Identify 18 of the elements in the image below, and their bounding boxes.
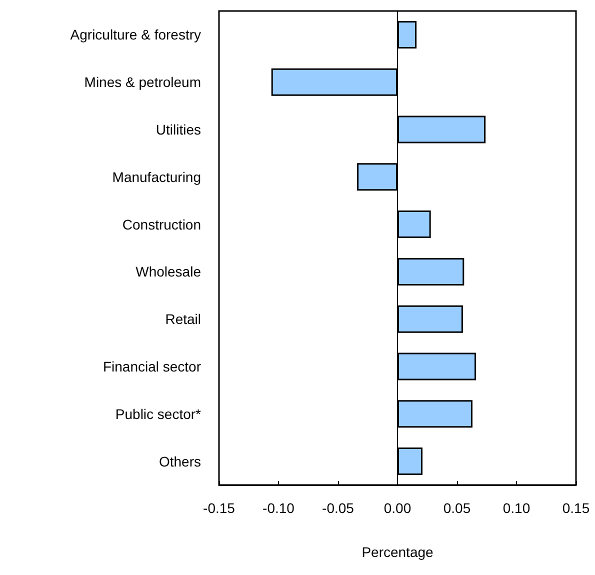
y-tick-label: Agriculture & forestry [70,26,201,43]
x-tick-label: -0.05 [322,500,354,516]
y-tick-label: Construction [122,216,201,232]
x-tick-label: 0.15 [562,500,590,516]
y-tick-label: Financial sector [102,358,202,374]
y-tick-label: Wholesale [136,264,202,280]
x-tick-label: 0.00 [384,500,412,516]
x-tick-label: 0.05 [443,500,471,516]
x-tick-label: -0.15 [203,500,236,516]
x-tick-label: -0.10 [262,500,295,516]
y-tick-label: Public sector* [115,406,202,422]
y-tick-label: Manufacturing [112,168,201,185]
x-tick-label: 0.10 [502,500,530,516]
y-tick-label: Retail [165,311,201,328]
y-tick-label: Utilities [156,122,201,138]
y-tick-label: Others [158,453,201,470]
x-axis-title: Percentage [362,544,434,560]
y-tick-label: Mines & petroleum [84,74,201,90]
